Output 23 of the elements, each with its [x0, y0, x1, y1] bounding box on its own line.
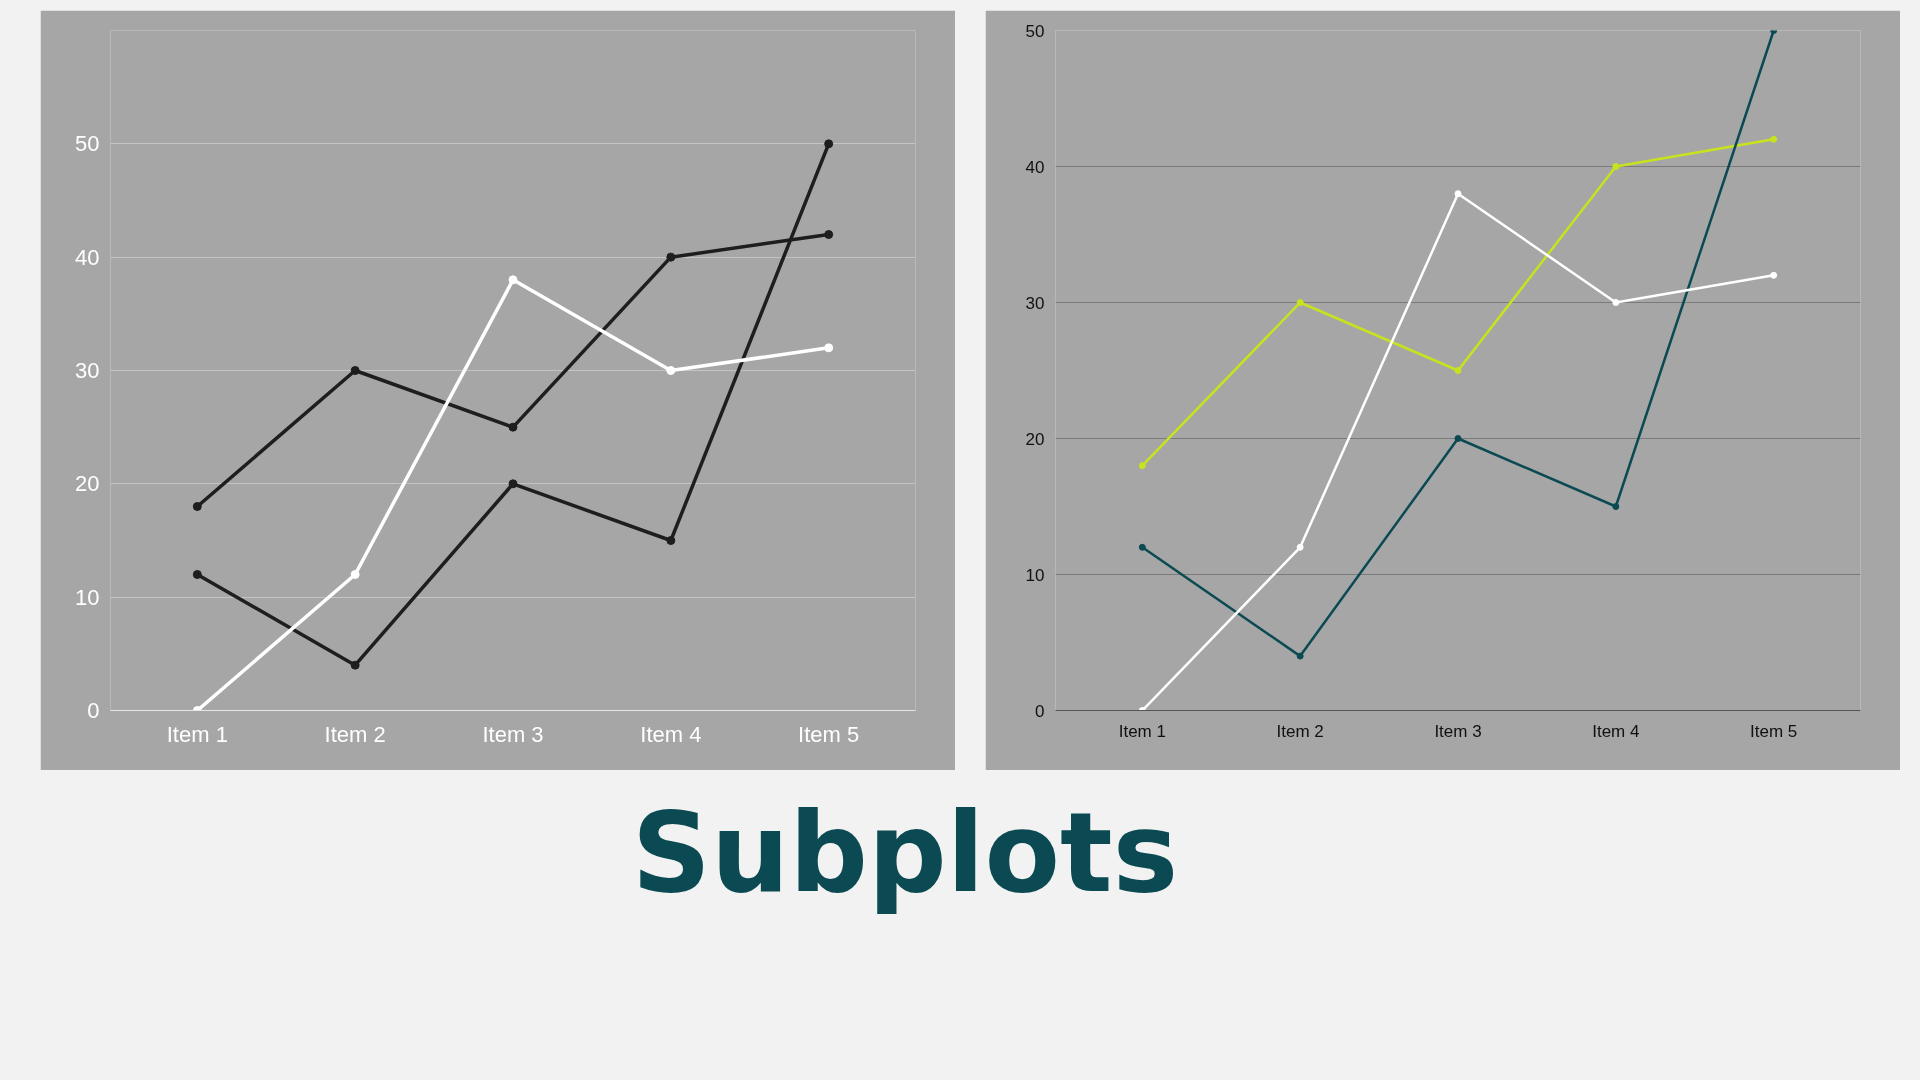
- y-tick-label: 10: [75, 584, 100, 610]
- y-tick-label: 50: [1025, 21, 1045, 41]
- y-tick-label: 0: [87, 698, 100, 723]
- y-tick-label: 30: [1025, 293, 1045, 313]
- x-tick-label: Item 1: [166, 721, 228, 747]
- y-tick-label: 10: [1025, 565, 1045, 585]
- y-tick-label: 40: [75, 244, 100, 270]
- x-tick-label: Item 4: [1592, 721, 1640, 741]
- x-tick-label: Item 3: [1434, 721, 1482, 741]
- x-tick-label: Item 5: [798, 721, 860, 747]
- y-tick-label: 20: [75, 471, 100, 497]
- y-tick-label: 30: [75, 358, 100, 383]
- y-tick-label: 20: [1025, 429, 1045, 449]
- x-tick-label: Item 4: [640, 721, 702, 747]
- y-tick-label: 0: [1035, 701, 1045, 721]
- x-tick-label: Item 2: [1276, 721, 1324, 741]
- x-tick-label: Item 3: [482, 721, 544, 747]
- x-tick-label: Item 2: [324, 721, 386, 747]
- y-tick-label: 40: [1025, 157, 1045, 177]
- x-tick-label: Item 1: [1118, 721, 1166, 741]
- y-tick-label: 50: [75, 131, 100, 157]
- text: Subplots: [631, 788, 1179, 919]
- x-tick-label: Item 5: [1750, 721, 1798, 741]
